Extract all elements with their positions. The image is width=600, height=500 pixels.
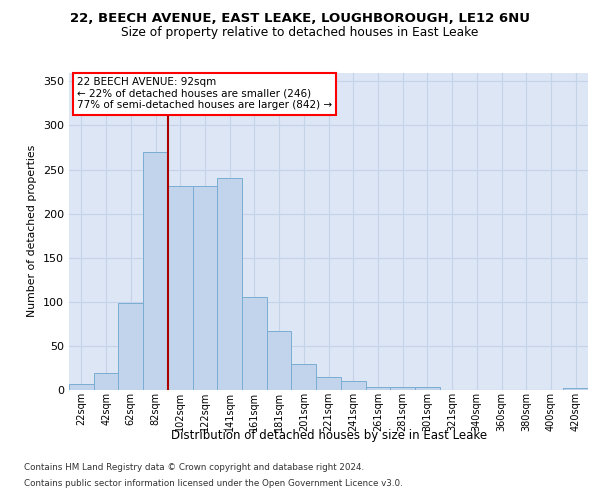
Text: Contains HM Land Registry data © Crown copyright and database right 2024.: Contains HM Land Registry data © Crown c… — [24, 464, 364, 472]
Bar — [94, 373, 118, 390]
Bar — [69, 384, 94, 390]
Text: Distribution of detached houses by size in East Leake: Distribution of detached houses by size … — [171, 428, 487, 442]
Bar — [316, 377, 341, 390]
Bar — [217, 178, 242, 390]
Bar — [143, 152, 168, 390]
Text: 22, BEECH AVENUE, EAST LEAKE, LOUGHBOROUGH, LE12 6NU: 22, BEECH AVENUE, EAST LEAKE, LOUGHBOROU… — [70, 12, 530, 24]
Bar — [267, 331, 292, 390]
Bar — [193, 186, 217, 390]
Bar — [415, 388, 440, 390]
Text: 22 BEECH AVENUE: 92sqm
← 22% of detached houses are smaller (246)
77% of semi-de: 22 BEECH AVENUE: 92sqm ← 22% of detached… — [77, 78, 332, 110]
Bar — [242, 298, 267, 390]
Bar — [292, 364, 316, 390]
Y-axis label: Number of detached properties: Number of detached properties — [28, 145, 37, 318]
Text: Size of property relative to detached houses in East Leake: Size of property relative to detached ho… — [121, 26, 479, 39]
Bar — [118, 302, 143, 390]
Bar — [168, 186, 193, 390]
Bar — [365, 388, 390, 390]
Text: Contains public sector information licensed under the Open Government Licence v3: Contains public sector information licen… — [24, 478, 403, 488]
Bar — [341, 381, 365, 390]
Bar — [563, 388, 588, 390]
Bar — [390, 388, 415, 390]
